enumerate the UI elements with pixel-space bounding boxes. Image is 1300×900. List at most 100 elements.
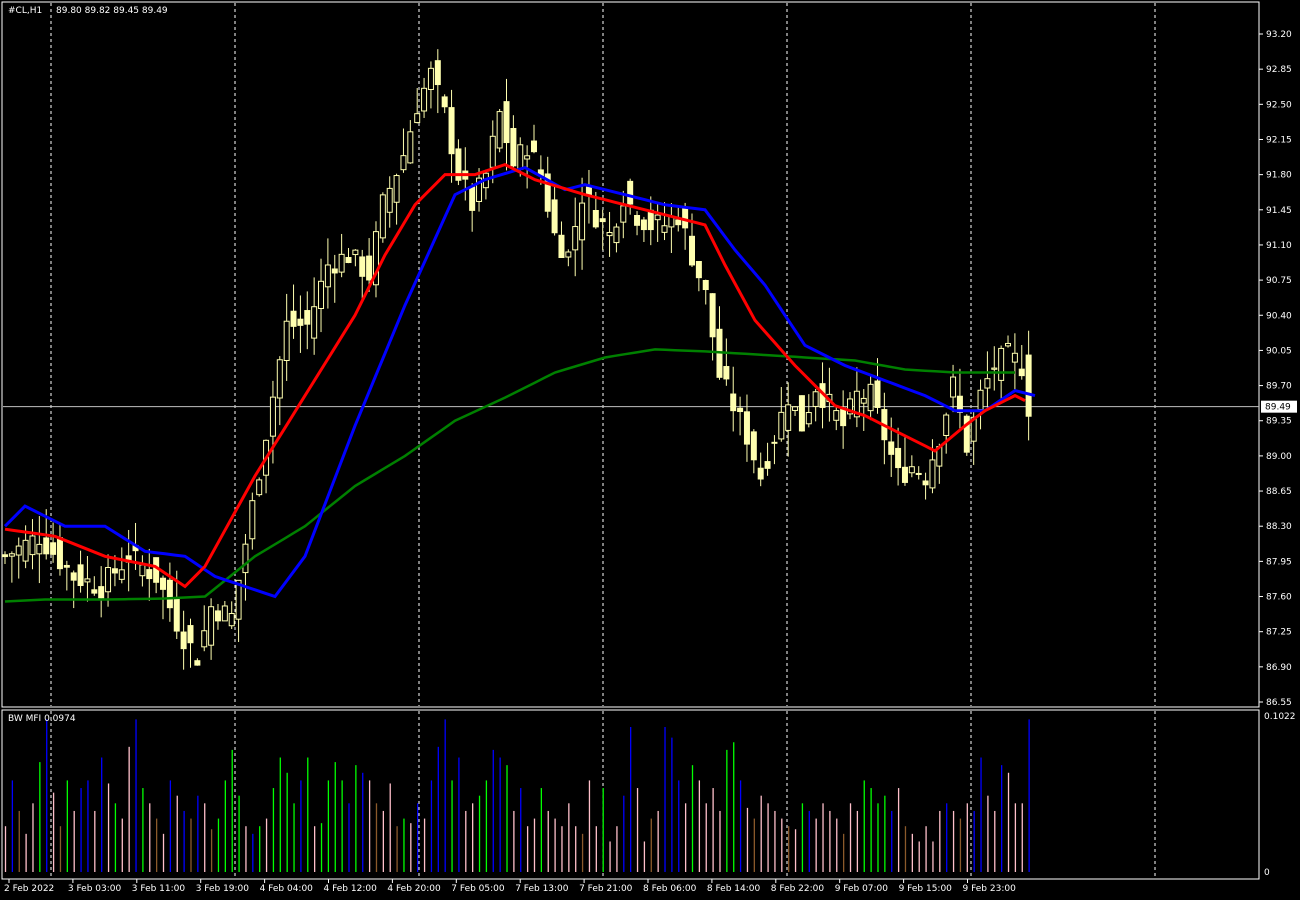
- candle: [743, 394, 750, 462]
- candle-body: [661, 225, 668, 233]
- candle: [599, 209, 606, 251]
- candle: [1011, 333, 1018, 390]
- candle: [372, 221, 379, 298]
- candle-body: [1011, 352, 1018, 363]
- candles-layer[interactable]: [2, 49, 1032, 670]
- candle: [111, 555, 118, 587]
- candle-body: [771, 441, 778, 444]
- candle-body: [290, 310, 297, 327]
- candle-body: [874, 380, 881, 408]
- candle-body: [613, 226, 620, 244]
- candle: [812, 388, 819, 422]
- candle-body: [599, 218, 606, 223]
- candle: [757, 452, 764, 487]
- price-tick-label: 89.35: [1266, 417, 1292, 427]
- candle: [228, 601, 235, 630]
- candle-body: [269, 396, 276, 437]
- candle: [860, 389, 867, 431]
- candle-body: [208, 606, 215, 646]
- price-tick-label: 91.45: [1266, 206, 1292, 216]
- price-axis[interactable]: 93.20 92.85 92.50 92.15 91.80 91.45 91.10 90.75…: [1259, 30, 1292, 708]
- candle-body: [469, 186, 476, 211]
- candle: [709, 293, 716, 361]
- candle: [771, 435, 778, 465]
- candle: [146, 548, 153, 601]
- candle-body: [489, 135, 496, 168]
- candle-body: [91, 589, 98, 594]
- candle-body: [324, 264, 331, 288]
- candle: [91, 576, 98, 596]
- candle: [723, 338, 730, 386]
- candle-body: [558, 234, 565, 259]
- candle-body: [201, 630, 208, 648]
- time-tick-label: 8 Feb 22:00: [771, 884, 825, 894]
- candle: [201, 605, 208, 652]
- candle-body: [888, 441, 895, 455]
- candle: [572, 197, 579, 277]
- main-chart-frame: [1, 1, 1260, 708]
- candle-body: [998, 347, 1005, 381]
- candle-body: [455, 148, 462, 181]
- candle-body: [331, 268, 338, 274]
- candle-body: [853, 390, 860, 418]
- candle-body: [750, 431, 757, 461]
- candle-body: [991, 367, 998, 370]
- candle: [805, 394, 812, 428]
- candle: [558, 221, 565, 259]
- time-tick-label: 3 Feb 19:00: [196, 884, 250, 894]
- candle-body: [689, 235, 695, 266]
- candle: [496, 108, 503, 153]
- candle-body: [22, 539, 29, 562]
- candle-body: [400, 155, 407, 171]
- candle: [29, 519, 36, 570]
- candle-body: [895, 447, 902, 469]
- candle: [318, 258, 325, 333]
- price-tick-label: 88.30: [1266, 522, 1292, 532]
- mfi-label: BW MFI 0.0974: [8, 714, 76, 724]
- candle-body: [160, 577, 167, 590]
- candle: [386, 176, 393, 228]
- price-tick-label: 88.65: [1266, 487, 1292, 497]
- candle-body: [105, 567, 112, 593]
- time-tick-label: 4 Feb 20:00: [387, 884, 441, 894]
- candle: [359, 249, 366, 299]
- candle-body: [345, 257, 352, 264]
- candle-body: [757, 467, 764, 480]
- candle: [895, 427, 902, 486]
- candle: [180, 610, 187, 670]
- candle-body: [221, 605, 228, 622]
- candle: [345, 248, 352, 264]
- candle-body: [29, 535, 36, 556]
- candle-body: [276, 359, 283, 399]
- candle-body: [496, 111, 503, 149]
- candle: [283, 293, 290, 381]
- candle-body: [922, 480, 929, 486]
- price-tick-label: 91.10: [1266, 241, 1292, 251]
- candle-body: [634, 214, 641, 226]
- symbol-title: #CL,H1: [8, 6, 42, 16]
- time-axis[interactable]: 2 Feb 2022 3 Feb 03:00 3 Feb 11:00 3 Feb 19…: [4, 879, 1016, 894]
- candle-body: [235, 579, 242, 620]
- price-tick-label: 92.85: [1266, 65, 1292, 75]
- candle-body: [15, 545, 22, 556]
- candle: [798, 395, 805, 432]
- candle: [792, 406, 799, 416]
- candle-body: [867, 383, 874, 412]
- time-tick-label: 2 Feb 2022: [4, 884, 54, 894]
- candle: [352, 249, 359, 267]
- candle-body: [283, 320, 290, 362]
- candle-body: [407, 131, 414, 164]
- candle: [702, 279, 709, 305]
- mfi-histogram: [4, 719, 1030, 872]
- candle: [991, 346, 998, 391]
- candle: [901, 437, 908, 486]
- candle-body: [606, 232, 613, 237]
- candle: [434, 49, 441, 114]
- candle: [304, 291, 311, 350]
- time-tick-label: 9 Feb 07:00: [835, 884, 889, 894]
- mfi-tick-label: 0: [1264, 868, 1270, 878]
- candle: [441, 94, 448, 114]
- candle-body: [36, 543, 43, 555]
- ma-fast-line: [4, 162, 1026, 589]
